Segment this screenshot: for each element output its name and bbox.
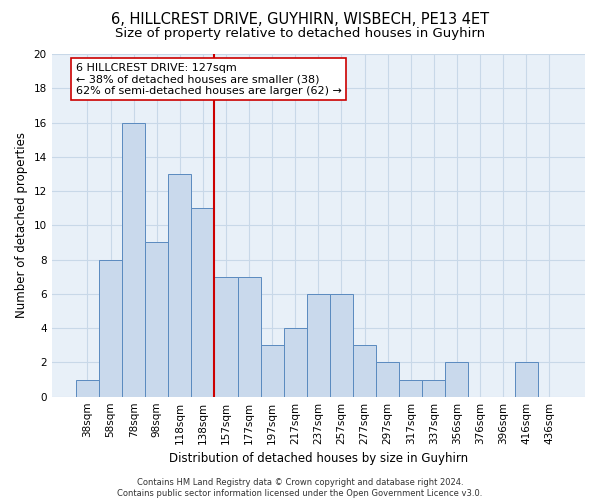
- Text: Contains HM Land Registry data © Crown copyright and database right 2024.
Contai: Contains HM Land Registry data © Crown c…: [118, 478, 482, 498]
- Bar: [445, 362, 469, 396]
- Bar: [122, 122, 145, 396]
- Bar: [307, 294, 330, 396]
- Bar: [399, 380, 422, 396]
- Bar: [238, 276, 260, 396]
- Bar: [260, 346, 284, 397]
- Bar: [145, 242, 168, 396]
- Bar: [353, 346, 376, 397]
- X-axis label: Distribution of detached houses by size in Guyhirn: Distribution of detached houses by size …: [169, 452, 468, 465]
- Bar: [515, 362, 538, 396]
- Bar: [76, 380, 99, 396]
- Text: Size of property relative to detached houses in Guyhirn: Size of property relative to detached ho…: [115, 28, 485, 40]
- Bar: [330, 294, 353, 396]
- Bar: [191, 208, 214, 396]
- Bar: [168, 174, 191, 396]
- Y-axis label: Number of detached properties: Number of detached properties: [15, 132, 28, 318]
- Bar: [99, 260, 122, 396]
- Bar: [376, 362, 399, 396]
- Text: 6 HILLCREST DRIVE: 127sqm
← 38% of detached houses are smaller (38)
62% of semi-: 6 HILLCREST DRIVE: 127sqm ← 38% of detac…: [76, 62, 342, 96]
- Bar: [284, 328, 307, 396]
- Text: 6, HILLCREST DRIVE, GUYHIRN, WISBECH, PE13 4ET: 6, HILLCREST DRIVE, GUYHIRN, WISBECH, PE…: [111, 12, 489, 28]
- Bar: [422, 380, 445, 396]
- Bar: [214, 276, 238, 396]
